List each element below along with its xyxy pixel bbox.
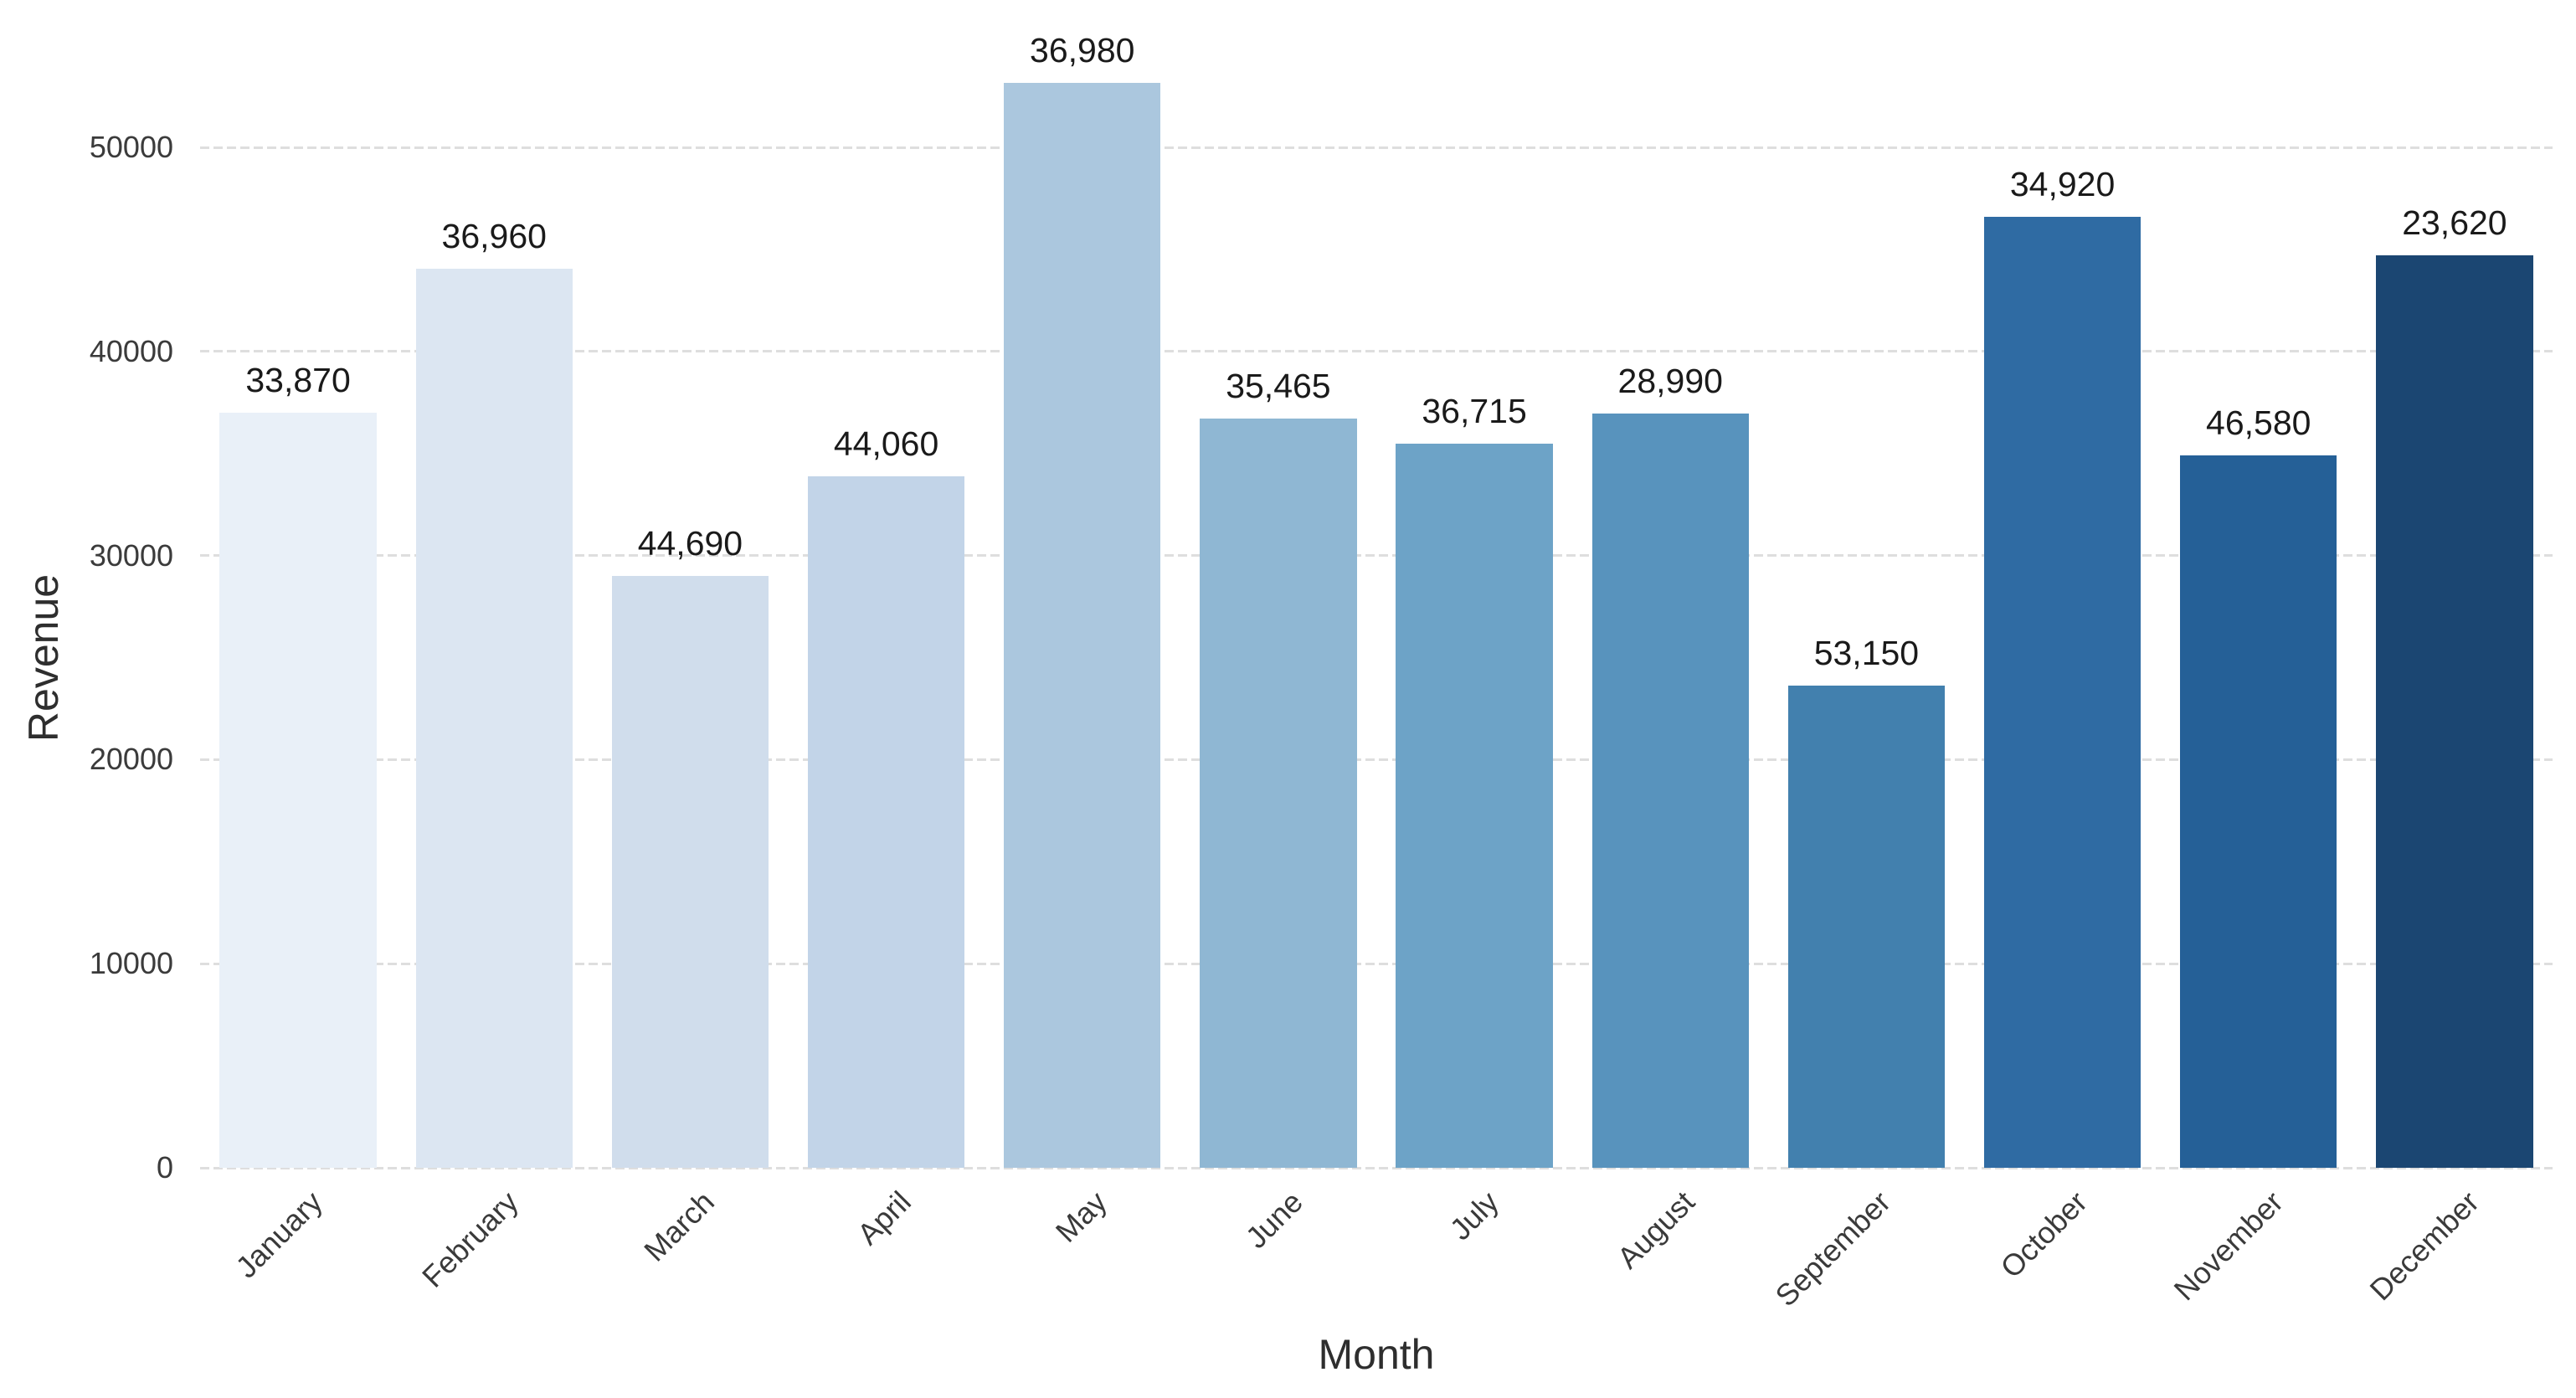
x-tick-october: October xyxy=(1992,1184,2094,1285)
bar-value-label-september: 53,150 xyxy=(1813,634,1920,673)
gridline-30000 xyxy=(200,554,2553,558)
y-tick-0: 0 xyxy=(156,1150,173,1185)
plot-area: 33,870 36,960 44,690 44,060 36,980 35,465 36,7… xyxy=(200,17,2553,1169)
gridline-0 xyxy=(200,1166,2553,1169)
bar-october xyxy=(1983,217,2142,1168)
x-axis-label: Month xyxy=(1318,1331,1435,1378)
bar-value-label-may: 36,980 xyxy=(1030,31,1135,70)
x-tick-july: July xyxy=(1442,1184,1505,1247)
bar-value-label-february: 36,960 xyxy=(441,216,547,255)
bar-value-label-march: 44,690 xyxy=(637,524,743,563)
x-tick-may: May xyxy=(1048,1184,1113,1249)
bar-december xyxy=(2376,255,2533,1168)
bar-value-label-november: 46,580 xyxy=(2206,403,2311,442)
x-tick-february: February xyxy=(415,1184,526,1294)
bar-value-label-april: 44,060 xyxy=(833,424,939,464)
gridline-40000 xyxy=(200,350,2553,353)
bar-march xyxy=(611,576,769,1168)
x-tick-january: January xyxy=(229,1184,329,1285)
bar-may xyxy=(1004,83,1161,1168)
bar-september xyxy=(1787,686,1946,1168)
bar-value-label-june: 35,465 xyxy=(1226,366,1331,405)
gridline-50000 xyxy=(200,146,2553,149)
bar-june xyxy=(1200,418,1357,1168)
y-tick-30000: 30000 xyxy=(89,537,173,573)
y-tick-20000: 20000 xyxy=(89,742,173,777)
x-tick-march: March xyxy=(637,1184,722,1268)
bar-value-label-december: 23,620 xyxy=(2402,203,2507,243)
bar-july xyxy=(1396,444,1553,1168)
bar-value-label-august: 28,990 xyxy=(1617,361,1723,400)
bar-value-label-january: 33,870 xyxy=(245,361,351,400)
gridline-10000 xyxy=(200,962,2553,965)
x-tick-june: June xyxy=(1238,1184,1309,1256)
x-tick-september: September xyxy=(1768,1184,1898,1313)
y-tick-40000: 40000 xyxy=(89,333,173,368)
x-tick-december: December xyxy=(2363,1184,2486,1308)
y-tick-50000: 50000 xyxy=(89,130,173,165)
x-tick-april: April xyxy=(850,1184,918,1252)
bar-november xyxy=(2180,455,2337,1168)
x-tick-november: November xyxy=(2167,1184,2290,1308)
bar-value-label-october: 34,920 xyxy=(2009,165,2116,204)
y-tick-10000: 10000 xyxy=(89,946,173,981)
y-axis-label: Revenue xyxy=(20,573,67,743)
gridline-20000 xyxy=(200,758,2553,761)
bar-value-label-july: 36,715 xyxy=(1422,392,1527,431)
bar-august xyxy=(1591,413,1749,1168)
bar-february xyxy=(415,268,573,1168)
x-tick-august: August xyxy=(1610,1184,1702,1276)
bar-april xyxy=(807,476,965,1168)
bar-january xyxy=(219,413,377,1168)
